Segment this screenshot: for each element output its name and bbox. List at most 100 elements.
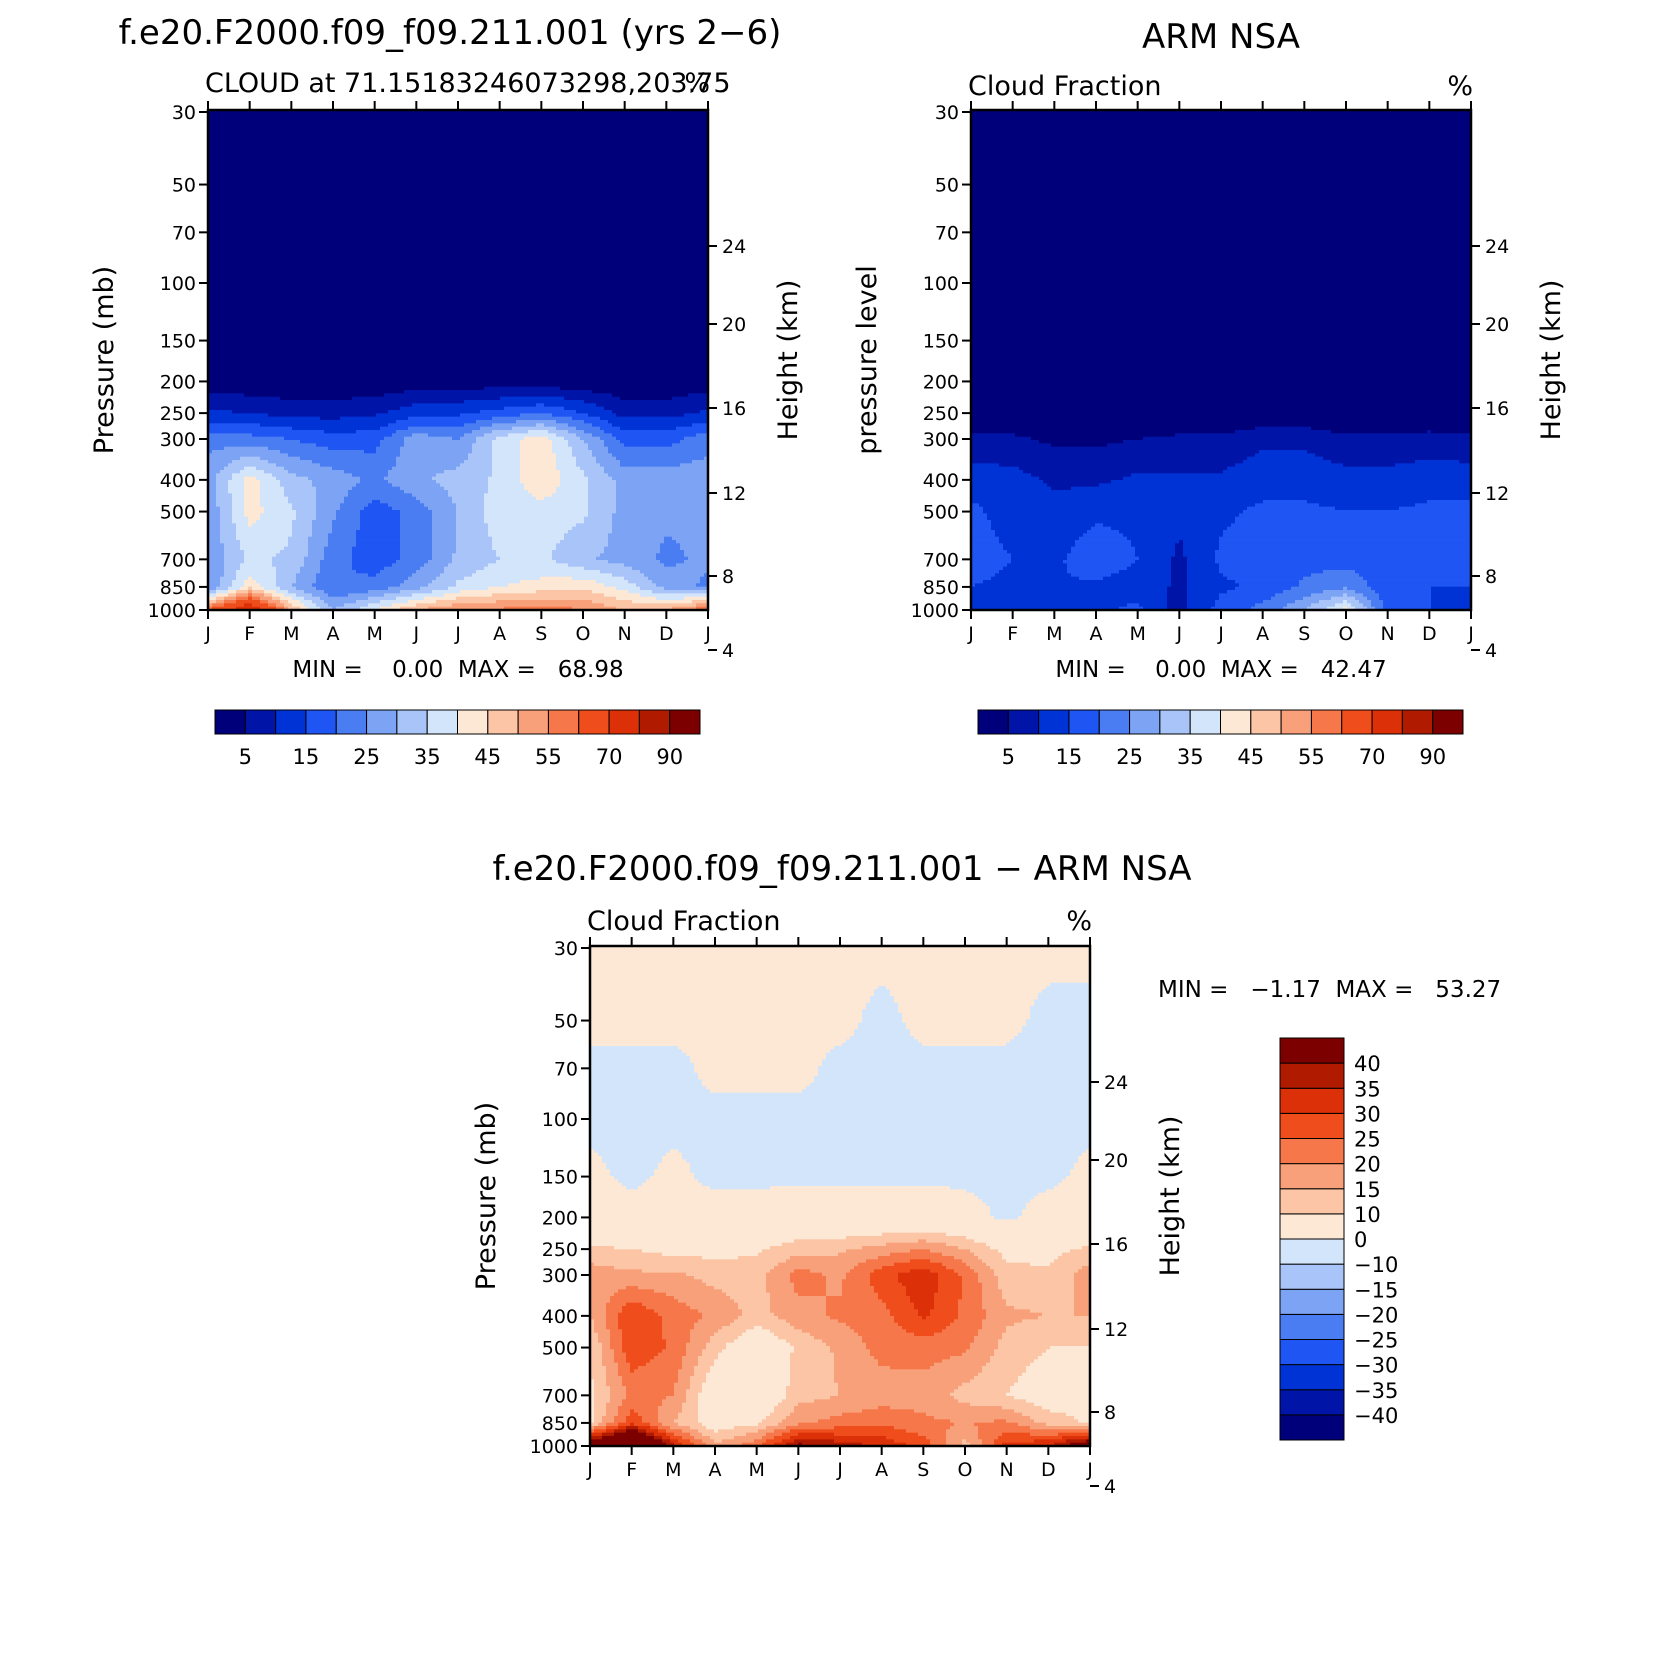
contour-cell xyxy=(926,1436,947,1440)
contour-cell xyxy=(572,526,613,531)
contour-cell xyxy=(584,430,605,434)
contour-cell xyxy=(962,1289,983,1294)
contour-cell xyxy=(1026,1366,1090,1370)
contour-cell xyxy=(1074,1416,1090,1420)
contour-cell xyxy=(594,1262,779,1267)
contour-cell xyxy=(484,496,537,501)
contour-cell xyxy=(228,480,245,484)
contour-cell xyxy=(650,1176,695,1180)
contour-cell xyxy=(602,1342,611,1347)
contour-cell xyxy=(556,426,577,431)
contour-cell xyxy=(686,1342,707,1347)
contour-cell xyxy=(1171,576,1188,581)
contour-cell xyxy=(590,982,1051,987)
colorbar-box xyxy=(1189,709,1221,735)
contour-cell xyxy=(456,513,485,518)
contour-cell xyxy=(396,430,473,434)
contour-cell xyxy=(790,1379,835,1384)
contour-cell xyxy=(276,606,285,610)
contour-cell xyxy=(360,606,381,610)
contour-cell xyxy=(1066,1176,1090,1180)
contour-cell xyxy=(208,323,708,328)
contour-cell xyxy=(520,440,553,444)
contour-cell xyxy=(971,183,1471,188)
contour-cell xyxy=(208,423,261,428)
contour-cell xyxy=(946,1232,1090,1237)
contour-cell xyxy=(208,403,413,408)
contour-cell xyxy=(556,546,605,551)
contour-cell xyxy=(971,350,1471,354)
contour-cell xyxy=(1074,1286,1090,1290)
contour-cell xyxy=(208,300,708,304)
contour-cell xyxy=(416,603,453,608)
contour-cell xyxy=(938,1286,963,1290)
contour-cell xyxy=(220,513,233,518)
contour-cell xyxy=(400,406,505,411)
contour-cell xyxy=(1343,593,1348,598)
contour-cell xyxy=(971,223,1471,228)
contour-cell xyxy=(946,1439,963,1444)
contour-cell xyxy=(1030,1009,1090,1014)
contour-cell xyxy=(216,496,233,501)
contour-cell xyxy=(826,1292,843,1297)
contour-cell xyxy=(536,496,545,501)
contour-cell xyxy=(1070,1442,1090,1446)
contour-cell xyxy=(588,476,613,481)
contour-cell xyxy=(576,463,601,468)
contour-cell xyxy=(704,573,708,578)
contour-cell xyxy=(368,603,393,608)
contour-cell xyxy=(244,506,265,511)
x-tick-label: F xyxy=(244,623,255,645)
contour-cell xyxy=(388,410,481,414)
contour-cell xyxy=(1006,1392,1090,1397)
contour-cell xyxy=(614,1432,647,1437)
contour-cell xyxy=(568,443,589,448)
contour-cell xyxy=(971,210,1471,214)
contour-cell xyxy=(576,410,613,414)
contour-cell xyxy=(971,373,1471,378)
contour-cell xyxy=(1135,560,1172,564)
contour-cell xyxy=(910,1259,931,1264)
contour-cell xyxy=(236,596,249,601)
contour-cell xyxy=(1003,566,1068,571)
contour-cell xyxy=(208,173,708,178)
contour-cell xyxy=(890,989,1043,994)
contour-cell xyxy=(288,600,301,604)
contour-cell xyxy=(556,463,577,468)
contour-cell xyxy=(232,496,245,501)
contour-cell xyxy=(794,1439,835,1444)
contour-cell xyxy=(208,280,708,284)
contour-cell xyxy=(642,1249,763,1254)
contour-cell xyxy=(822,1059,1090,1064)
contour-cell xyxy=(1291,586,1344,591)
contour-cell xyxy=(288,540,309,544)
y-tick-label: 500 xyxy=(542,1338,578,1360)
contour-cell xyxy=(392,466,457,471)
contour-cell xyxy=(1219,546,1471,551)
contour-cell xyxy=(612,433,697,438)
contour-cell xyxy=(1311,573,1360,578)
contour-cell xyxy=(208,566,225,571)
contour-cell xyxy=(456,466,493,471)
contour-cell xyxy=(686,1272,767,1277)
contour-cell xyxy=(734,1319,787,1324)
contour-cell xyxy=(232,493,245,498)
contour-cell xyxy=(452,500,485,504)
contour-cell xyxy=(692,600,708,604)
contour-cell xyxy=(862,1019,903,1024)
contour-cell xyxy=(380,500,421,504)
y-axis-label: pressure level xyxy=(852,265,883,454)
contour-cell xyxy=(770,1306,827,1310)
contour-cell xyxy=(606,1319,619,1324)
contour-cell xyxy=(1030,1362,1090,1367)
contour-cell xyxy=(790,1272,823,1277)
contour-cell xyxy=(658,1426,671,1430)
colorbar-box xyxy=(1068,709,1100,735)
units-label: % xyxy=(1447,71,1473,102)
contour-cell xyxy=(1167,606,1188,610)
contour-cell xyxy=(316,493,349,498)
contour-cell xyxy=(232,476,245,481)
contour-cell xyxy=(440,483,489,488)
contour-cell xyxy=(304,590,325,594)
contour-cell xyxy=(1054,1442,1071,1446)
